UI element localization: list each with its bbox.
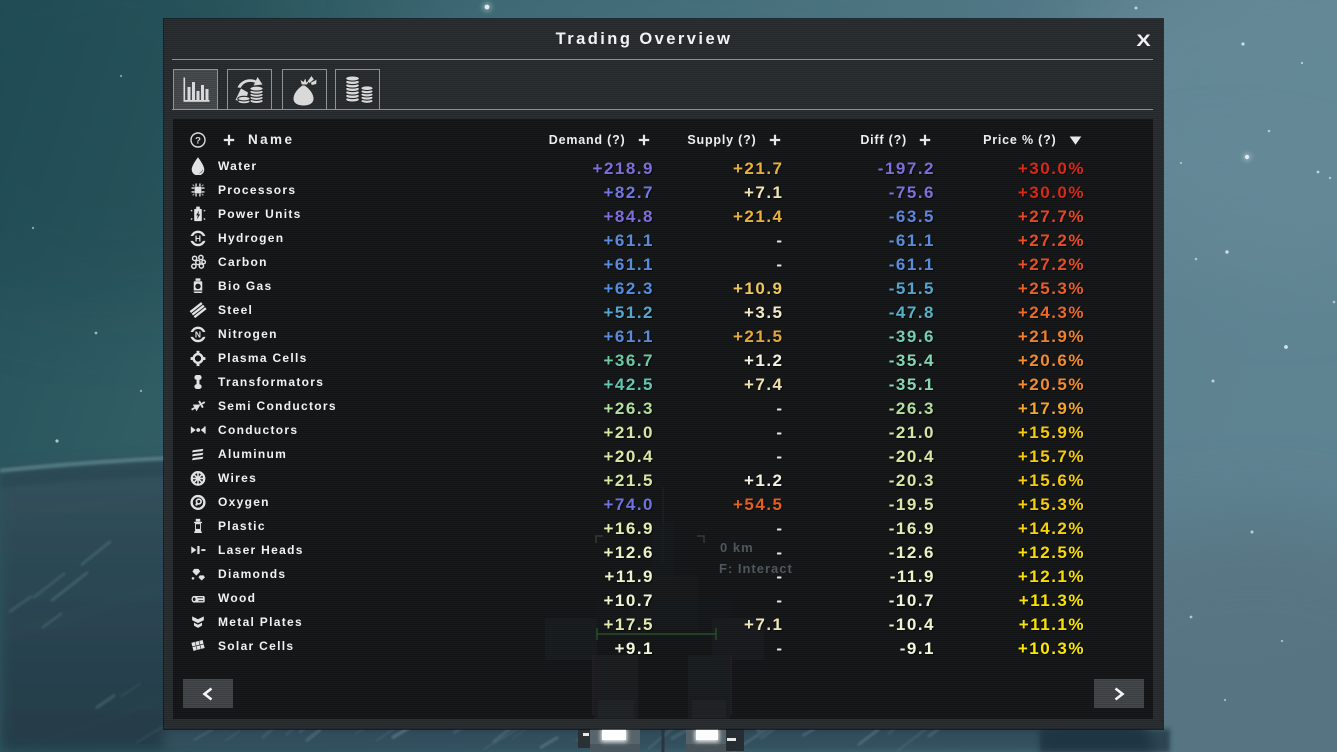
svg-text:?: ?: [195, 135, 201, 146]
svg-text:N: N: [195, 330, 201, 340]
svg-text:H: H: [195, 234, 201, 244]
